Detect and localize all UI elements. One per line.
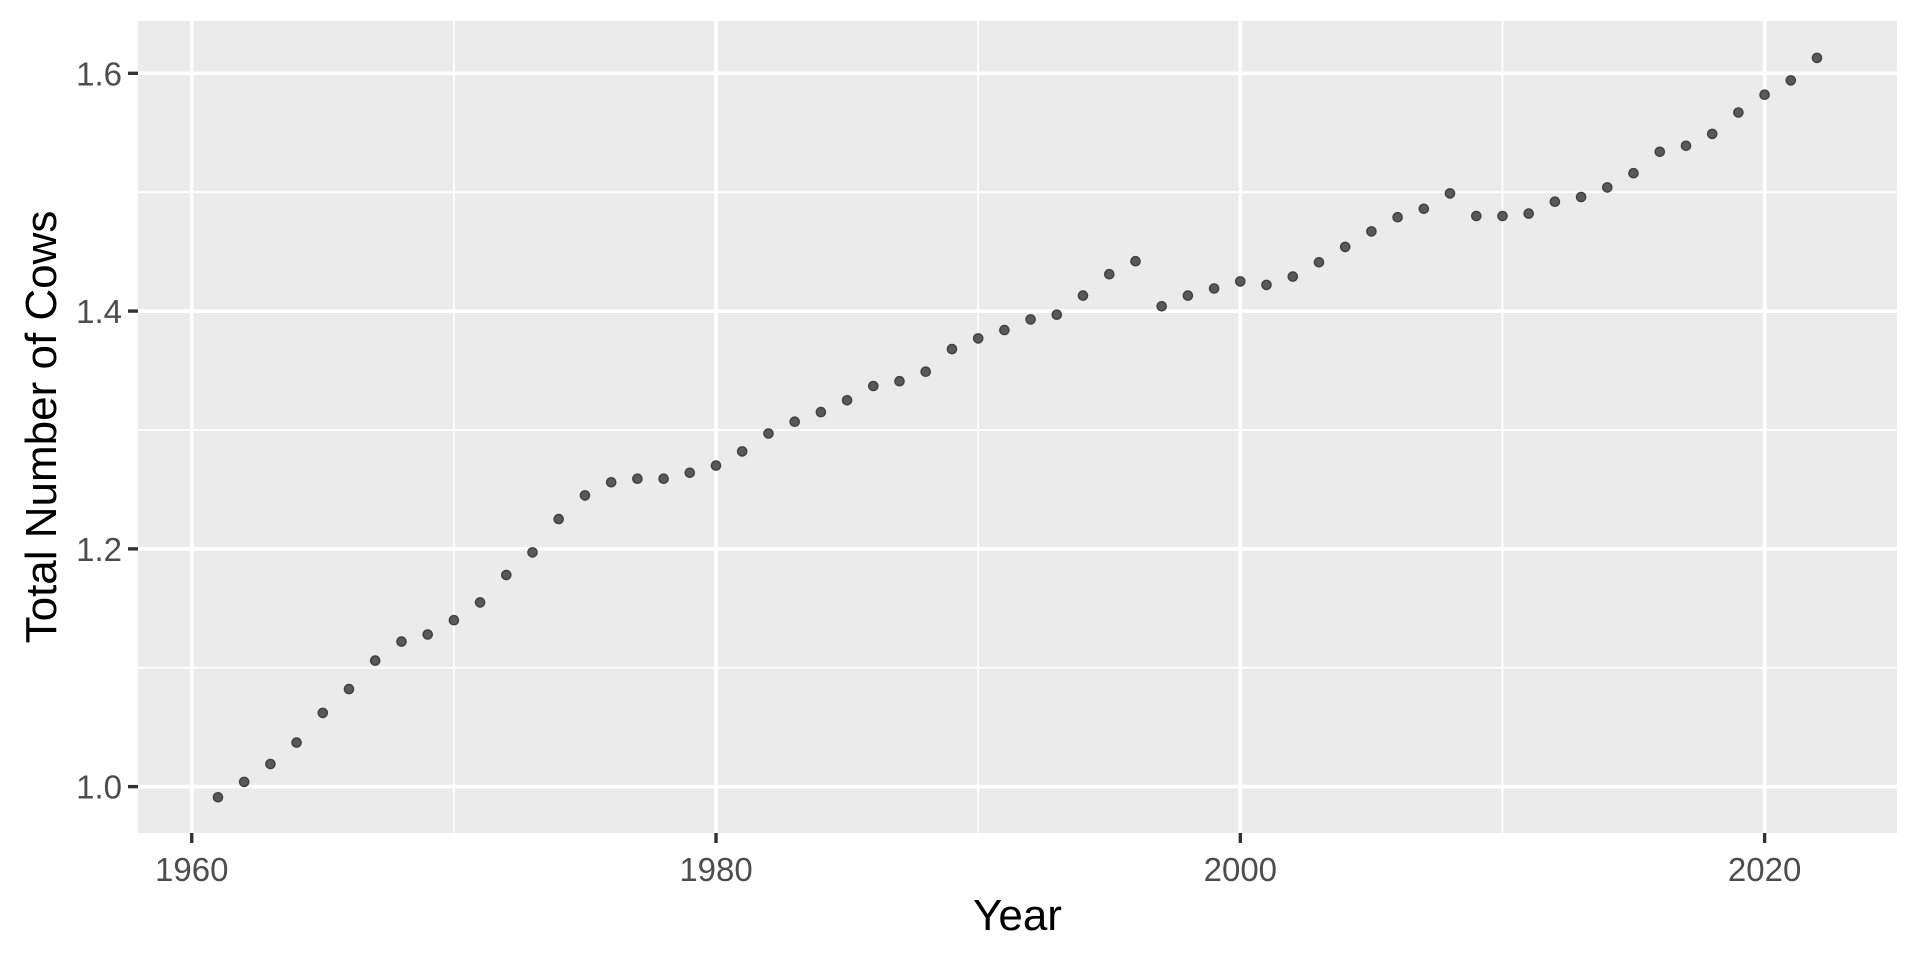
data-point	[422, 629, 434, 640]
data-point	[1523, 208, 1534, 219]
data-point	[1654, 146, 1666, 158]
data-point	[579, 490, 591, 501]
data-point	[1156, 300, 1167, 312]
data-point	[291, 737, 302, 748]
data-point	[265, 758, 276, 770]
data-point	[1680, 140, 1692, 152]
panel-background	[138, 21, 1897, 833]
data-point	[684, 467, 696, 479]
data-point	[894, 375, 905, 387]
data-point	[1077, 290, 1089, 301]
data-point	[369, 655, 381, 666]
y-tick-label: 1.6	[76, 55, 122, 92]
data-point	[1313, 256, 1325, 268]
data-point	[1549, 196, 1561, 207]
data-point	[1733, 107, 1744, 118]
data-point	[1759, 89, 1770, 100]
x-axis-tick-labels: 1960 1980 2000 2020	[155, 851, 1801, 888]
data-point	[1444, 188, 1456, 199]
x-tick-label: 2000	[1204, 851, 1277, 888]
data-point	[763, 428, 774, 439]
y-tick-label: 1.0	[76, 769, 122, 806]
data-point	[500, 569, 512, 581]
x-tick-label: 2020	[1728, 851, 1801, 888]
data-point	[1025, 314, 1036, 325]
data-point	[1628, 167, 1639, 179]
y-tick-label: 1.4	[76, 293, 122, 330]
x-axis-tick-marks	[190, 833, 1767, 843]
x-axis-title: Year	[973, 891, 1062, 940]
y-axis-tick-labels: 1.0 1.2 1.4 1.6	[76, 55, 122, 805]
minor-gridlines	[138, 21, 1897, 833]
data-point	[1104, 268, 1115, 280]
data-point	[553, 513, 565, 525]
data-point	[1706, 128, 1718, 140]
data-point	[1051, 309, 1063, 321]
data-point	[317, 707, 329, 719]
data-point	[527, 547, 538, 558]
data-point	[1471, 210, 1482, 222]
data-point	[972, 333, 984, 344]
data-point	[343, 683, 355, 695]
data-points	[212, 52, 1823, 803]
data-point	[448, 614, 460, 626]
data-point	[1130, 255, 1141, 267]
data-point	[1339, 241, 1351, 253]
data-point	[474, 597, 486, 608]
data-point	[658, 473, 669, 485]
x-tick-label: 1980	[679, 851, 752, 888]
data-point	[212, 792, 224, 803]
y-axis-title: Total Number of Cows	[17, 211, 66, 644]
data-point	[605, 476, 617, 488]
y-axis-tick-marks	[128, 71, 138, 789]
data-point	[1602, 182, 1613, 193]
data-point	[1418, 203, 1430, 215]
data-point	[815, 406, 827, 418]
data-point	[1261, 279, 1272, 291]
data-point	[999, 324, 1010, 336]
data-point	[1497, 210, 1508, 222]
data-point	[1366, 226, 1377, 237]
data-point	[841, 394, 853, 406]
data-point	[1208, 283, 1220, 294]
data-point	[868, 380, 879, 392]
data-point	[1392, 211, 1403, 223]
data-point	[1287, 271, 1299, 282]
x-tick-label: 1960	[155, 851, 228, 888]
data-point	[1182, 290, 1194, 301]
data-point	[1785, 75, 1797, 86]
data-point	[920, 366, 932, 378]
data-point	[946, 343, 958, 355]
data-point	[238, 776, 250, 788]
data-point	[789, 416, 801, 428]
data-point	[1235, 276, 1246, 287]
data-point	[632, 473, 643, 485]
data-point	[396, 636, 407, 647]
major-gridlines	[138, 21, 1897, 833]
data-point	[1811, 52, 1823, 64]
data-point	[710, 460, 722, 471]
data-point	[736, 446, 748, 457]
data-point	[1575, 191, 1587, 203]
y-tick-label: 1.2	[76, 531, 122, 568]
